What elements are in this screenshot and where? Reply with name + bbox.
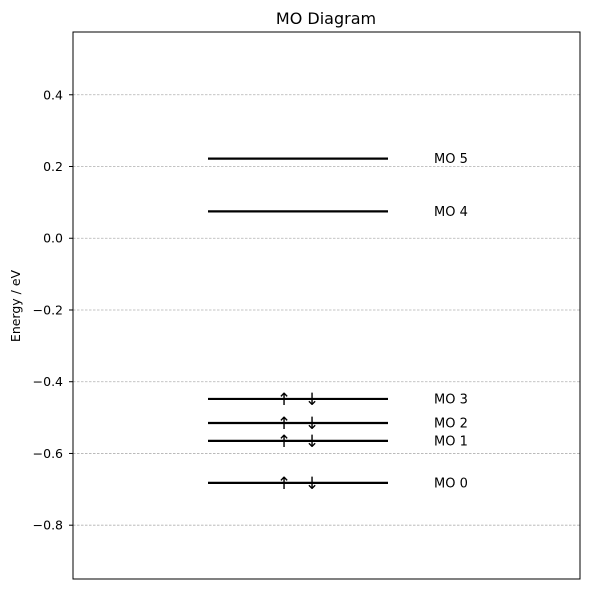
spin-up-arrow-icon: ↑	[277, 414, 291, 434]
y-axis-ticks: −0.8 −0.6 −0.4 −0.2 0.0 0.2 0.4	[33, 87, 73, 533]
y-tick-label: −0.8	[33, 518, 63, 533]
mo-level-label: MO 4	[434, 205, 468, 220]
spin-up-arrow-icon: ↑	[277, 474, 291, 494]
y-tick-label: 0.0	[43, 231, 63, 246]
spin-down-arrow-icon: ↓	[305, 474, 319, 494]
spin-down-arrow-icon: ↓	[305, 390, 319, 410]
y-tick-label: −0.4	[33, 374, 63, 389]
spin-down-arrow-icon: ↓	[305, 414, 319, 434]
y-tick-label: 0.2	[43, 159, 63, 174]
grid-lines	[73, 94, 580, 526]
spin-up-arrow-icon: ↑	[277, 432, 291, 452]
y-tick-label: −0.6	[33, 446, 63, 461]
mo-level-label: MO 0	[434, 476, 468, 491]
y-tick-label: −0.2	[33, 302, 63, 317]
chart-title: MO Diagram	[276, 9, 376, 28]
mo-level-label: MO 1	[434, 434, 468, 449]
mo-level-label: MO 2	[434, 416, 468, 431]
mo-levels: MO 0 ↑ ↓ MO 1 ↑ ↓ MO 2 ↑ ↓ MO 3 ↑ ↓ MO 4 MO 5	[208, 152, 468, 494]
y-tick-label: 0.4	[43, 87, 63, 102]
spin-up-arrow-icon: ↑	[277, 390, 291, 410]
mo-level-label: MO 5	[434, 152, 468, 167]
y-axis-label: Energy / eV	[8, 269, 23, 342]
spin-down-arrow-icon: ↓	[305, 432, 319, 452]
mo-level-label: MO 3	[434, 392, 468, 407]
plot-frame	[72, 31, 581, 580]
